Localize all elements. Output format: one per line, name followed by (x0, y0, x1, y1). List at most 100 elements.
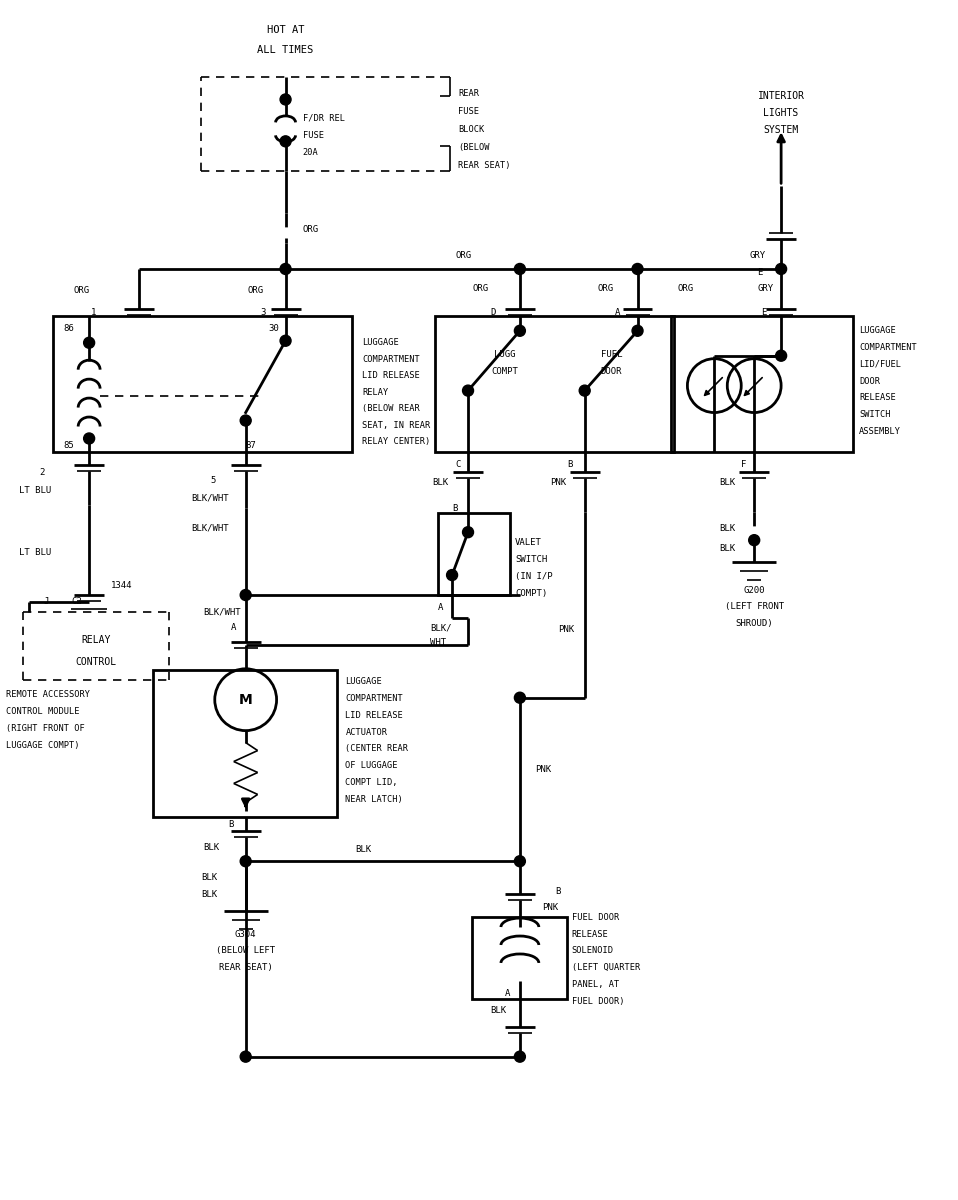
Text: LID RELEASE: LID RELEASE (346, 710, 403, 720)
Text: BLK/: BLK/ (430, 624, 451, 632)
Text: LUGG: LUGG (494, 350, 515, 359)
Circle shape (514, 856, 525, 866)
Text: B: B (568, 460, 573, 469)
Text: (IN I/P: (IN I/P (514, 571, 553, 581)
Circle shape (463, 385, 473, 396)
Text: PNK: PNK (550, 478, 566, 487)
Circle shape (280, 264, 291, 275)
Text: F: F (741, 460, 746, 469)
Text: LID/FUEL: LID/FUEL (859, 360, 901, 368)
Circle shape (749, 535, 760, 546)
Text: LT BLU: LT BLU (19, 547, 52, 557)
Text: PNK: PNK (535, 766, 551, 774)
Text: GRY: GRY (757, 284, 773, 294)
Text: COMPARTMENT: COMPARTMENT (859, 343, 917, 352)
Text: 1: 1 (91, 308, 96, 317)
Text: 20A: 20A (303, 148, 318, 157)
Text: REAR: REAR (458, 89, 479, 98)
Text: M: M (239, 692, 253, 707)
Text: FUEL DOOR: FUEL DOOR (572, 912, 619, 922)
Text: 30: 30 (268, 324, 280, 334)
Text: J: J (43, 598, 49, 606)
Text: 5: 5 (211, 476, 217, 485)
Text: B: B (452, 504, 458, 512)
Text: BLK/WHT: BLK/WHT (191, 523, 228, 533)
Circle shape (776, 350, 787, 361)
Text: 3: 3 (260, 308, 265, 317)
Text: B: B (229, 820, 234, 829)
Text: BLK: BLK (432, 478, 448, 487)
Text: SWITCH: SWITCH (859, 410, 890, 419)
Circle shape (514, 264, 525, 275)
Text: GRY: GRY (749, 251, 765, 259)
Text: WHT: WHT (430, 638, 446, 647)
Circle shape (240, 415, 251, 426)
Text: ORG: ORG (472, 284, 489, 294)
Text: A: A (505, 989, 511, 998)
Circle shape (446, 570, 458, 581)
Text: BLK: BLK (201, 872, 217, 882)
Text: RELEASE: RELEASE (859, 394, 896, 402)
Text: FUSE: FUSE (458, 107, 479, 116)
Circle shape (514, 325, 525, 336)
Bar (672, 316, 853, 452)
Text: B: B (555, 887, 560, 895)
Text: LIGHTS: LIGHTS (764, 108, 799, 119)
Text: E: E (762, 308, 766, 317)
Text: RELAY CENTER): RELAY CENTER) (362, 437, 430, 446)
Text: NEAR LATCH): NEAR LATCH) (346, 794, 403, 804)
Text: ORG: ORG (677, 284, 694, 294)
Text: F/DR REL: F/DR REL (303, 114, 345, 122)
Text: LUGGAGE: LUGGAGE (362, 338, 399, 347)
Text: SWITCH: SWITCH (514, 554, 547, 564)
Text: SHROUD): SHROUD) (736, 619, 773, 629)
Text: LUGGAGE: LUGGAGE (346, 677, 382, 686)
Circle shape (776, 264, 787, 275)
Circle shape (280, 136, 291, 146)
Text: 86: 86 (63, 324, 74, 334)
Bar (435, 316, 674, 452)
Circle shape (514, 692, 525, 703)
Text: LUGGAGE COMPT): LUGGAGE COMPT) (7, 742, 80, 750)
Text: BLK: BLK (719, 478, 736, 487)
Text: (RIGHT FRONT OF: (RIGHT FRONT OF (7, 724, 85, 733)
Text: A: A (438, 604, 444, 612)
Text: A: A (231, 624, 236, 632)
Text: INTERIOR: INTERIOR (758, 91, 805, 102)
Text: BLK: BLK (203, 842, 219, 852)
Text: ORG: ORG (303, 224, 319, 234)
Text: CONTROL: CONTROL (76, 656, 117, 667)
Text: ASSEMBLY: ASSEMBLY (859, 427, 901, 436)
Text: ORG: ORG (455, 251, 471, 259)
Text: FUEL DOOR): FUEL DOOR) (572, 997, 625, 1007)
Text: DOOR: DOOR (859, 377, 879, 385)
Circle shape (280, 94, 291, 104)
Text: BLOCK: BLOCK (458, 125, 485, 134)
Text: BLK: BLK (201, 889, 217, 899)
Text: HOT AT: HOT AT (267, 25, 305, 35)
Text: 87: 87 (245, 440, 257, 450)
Circle shape (514, 1051, 525, 1062)
Circle shape (632, 325, 643, 336)
Circle shape (83, 433, 95, 444)
Text: D: D (490, 308, 495, 317)
Text: COMPT: COMPT (491, 367, 518, 376)
Text: ACTUATOR: ACTUATOR (346, 727, 387, 737)
Text: RELAY: RELAY (81, 635, 111, 644)
Text: G200: G200 (743, 586, 764, 594)
Text: COMPARTMENT: COMPARTMENT (346, 694, 403, 703)
Circle shape (240, 1051, 251, 1062)
Circle shape (580, 385, 590, 396)
Text: BLK: BLK (719, 523, 736, 533)
Text: BLK/WHT: BLK/WHT (191, 493, 228, 503)
Text: (BELOW: (BELOW (458, 143, 490, 152)
Text: FUSE: FUSE (303, 131, 324, 140)
Text: COMPT): COMPT) (514, 588, 547, 598)
Text: OF LUGGAGE: OF LUGGAGE (346, 761, 398, 770)
Text: DOOR: DOOR (601, 367, 623, 376)
Text: (CENTER REAR: (CENTER REAR (346, 744, 408, 754)
Text: (LEFT FRONT: (LEFT FRONT (724, 602, 784, 612)
Text: ORG: ORG (247, 287, 263, 295)
Text: (BELOW LEFT: (BELOW LEFT (217, 947, 275, 955)
Text: LID RELEASE: LID RELEASE (362, 371, 421, 380)
